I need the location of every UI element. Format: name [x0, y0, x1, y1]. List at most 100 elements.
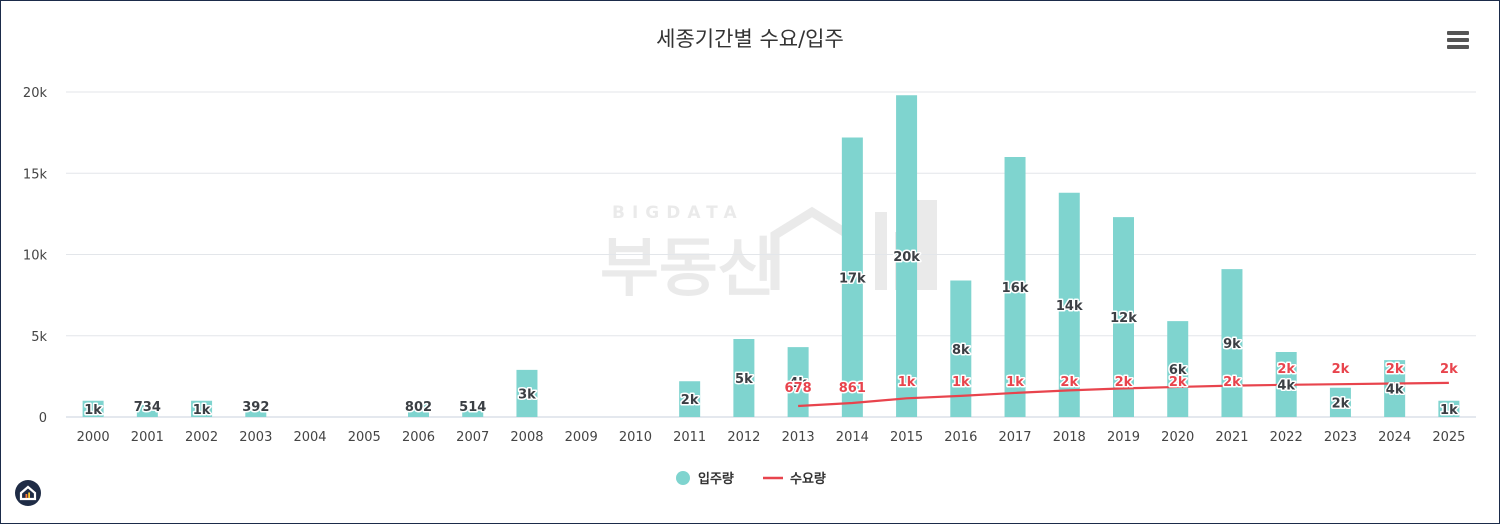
bar-data-label: 802	[405, 400, 432, 415]
bar-2011[interactable]	[679, 381, 701, 417]
bar-2023[interactable]	[1329, 387, 1351, 417]
chart-title: 세종기간별 수요/입주	[656, 27, 844, 51]
x-tick-label: 2022	[1270, 430, 1303, 445]
bar-data-label: 4k	[1386, 383, 1404, 398]
y-tick-label: 0	[39, 411, 47, 426]
legend-bar-marker[interactable]	[676, 471, 690, 485]
bar-data-label: 16k	[1002, 281, 1029, 296]
bar-data-label: 2k	[1332, 396, 1350, 411]
bar-data-label: 6k	[1169, 363, 1187, 378]
bar-2021[interactable]	[1221, 269, 1243, 417]
line-data-label: 2k	[1115, 375, 1133, 390]
bar-data-label: 2k	[681, 393, 699, 408]
x-tick-label: 2005	[348, 430, 381, 445]
line-series-demand[interactable]	[798, 381, 1449, 408]
x-tick-label: 2016	[944, 430, 977, 445]
line-data-label: 678	[785, 381, 812, 396]
bar-data-label: 12k	[1110, 311, 1137, 326]
y-tick-label: 20k	[23, 86, 48, 101]
watermark-bar-3	[915, 200, 937, 290]
bar-data-label: 4k	[789, 376, 807, 391]
bar-2016[interactable]	[950, 280, 972, 418]
x-tick-label: 2020	[1161, 430, 1194, 445]
x-tick-label: 2014	[836, 430, 869, 445]
watermark-top: BIGDATA	[612, 203, 744, 223]
bar-2025[interactable]	[1438, 400, 1460, 417]
bar-data-label: 3k	[518, 387, 536, 402]
watermark-main: 부동산	[600, 232, 777, 306]
line-data-label: 2k	[1332, 362, 1350, 377]
x-tick-label: 2002	[185, 430, 218, 445]
bar-2014[interactable]	[841, 137, 863, 418]
bar-2020[interactable]	[1167, 321, 1189, 417]
y-tick-label: 5k	[31, 330, 47, 345]
x-tick-label: 2004	[293, 430, 326, 445]
bar-data-label: 514	[459, 400, 486, 415]
bar-data-label: 1k	[1440, 403, 1458, 418]
line-data-label: 2k	[1386, 362, 1404, 377]
bar-data-label: 5k	[735, 372, 753, 387]
bar-data-label: 392	[242, 400, 269, 415]
legend-bar-label[interactable]: 입주량	[698, 472, 734, 487]
x-tick-label: 2024	[1378, 430, 1411, 445]
line-data-label: 1k	[952, 375, 970, 390]
bar-data-label: 1k	[84, 403, 102, 418]
x-tick-label: 2007	[456, 430, 489, 445]
x-tick-label: 2018	[1053, 430, 1086, 445]
watermark-bar-1	[875, 212, 887, 290]
x-tick-label: 2013	[782, 430, 815, 445]
bar-2001[interactable]	[136, 405, 158, 417]
x-tick-label: 2009	[565, 430, 598, 445]
legend-line-label[interactable]: 수요량	[790, 472, 826, 487]
line-data-label: 2k	[1060, 375, 1078, 390]
y-tick-label: 15k	[23, 167, 48, 182]
bar-data-label: 9k	[1223, 337, 1241, 352]
x-tick-label: 2023	[1324, 430, 1357, 445]
bar-2003[interactable]	[245, 410, 267, 417]
x-tick-label: 2010	[619, 430, 652, 445]
line-data-label: 1k	[898, 375, 916, 390]
line-data-label: 2k	[1169, 375, 1187, 390]
bar-2024[interactable]	[1384, 360, 1406, 417]
bar-2013[interactable]	[787, 347, 809, 417]
x-tick-label: 2021	[1215, 430, 1248, 445]
bar-2012[interactable]	[733, 339, 755, 417]
bar-2002[interactable]	[191, 400, 213, 417]
x-tick-label: 2017	[998, 430, 1031, 445]
hamburger-menu-icon[interactable]	[1447, 31, 1469, 51]
bar-2018[interactable]	[1058, 192, 1080, 417]
bar-2006[interactable]	[408, 403, 429, 417]
x-tick-label: 2008	[510, 430, 543, 445]
bar-data-label: 734	[134, 400, 161, 415]
bar-data-label: 1k	[193, 403, 211, 418]
bar-2008[interactable]	[516, 369, 538, 417]
x-tick-label: 2012	[727, 430, 760, 445]
bar-2007[interactable]	[462, 408, 484, 417]
bar-data-label: 17k	[839, 271, 866, 286]
x-tick-label: 2003	[239, 430, 272, 445]
bar-2015[interactable]	[896, 95, 918, 417]
bar-data-label: 14k	[1056, 299, 1083, 314]
line-data-label: 861	[839, 381, 866, 396]
legend: 입주량 수요량	[676, 471, 826, 487]
x-tick-label: 2000	[77, 430, 110, 445]
x-tick-label: 2015	[890, 430, 923, 445]
line-data-label: 1k	[1006, 375, 1024, 390]
bar-2000[interactable]	[82, 400, 104, 417]
x-tick-label: 2011	[673, 430, 706, 445]
bar-data-label: 20k	[893, 250, 920, 265]
line-data-label: 2k	[1223, 375, 1241, 390]
x-tick-label: 2006	[402, 430, 435, 445]
bar-data-label: 8k	[952, 343, 970, 358]
home-icon[interactable]	[15, 480, 41, 506]
line-data-label: 2k	[1440, 362, 1458, 377]
bar-2019[interactable]	[1113, 217, 1134, 417]
line-data-label: 2k	[1277, 362, 1295, 377]
watermark-house-logo	[770, 206, 854, 290]
watermark: BIGDATA 부동산	[600, 200, 937, 306]
x-tick-label: 2001	[131, 430, 164, 445]
x-tick-label: 2019	[1107, 430, 1140, 445]
bar-2017[interactable]	[1004, 157, 1026, 417]
